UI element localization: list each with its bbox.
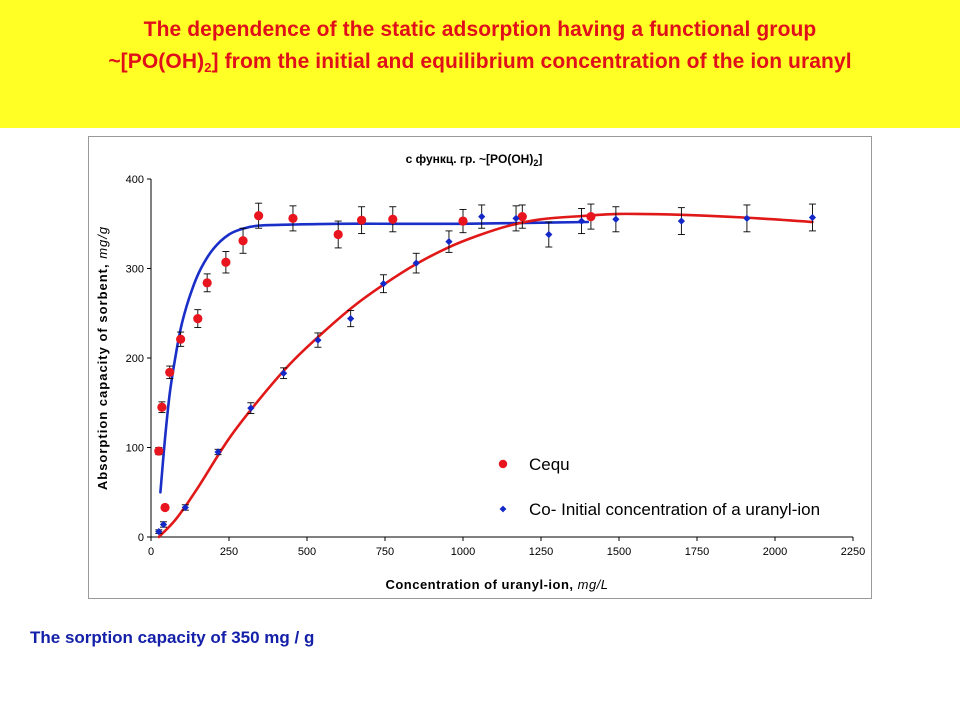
data-points — [154, 211, 817, 536]
data-point-cequ — [333, 229, 343, 240]
x-tick-label: 1750 — [685, 546, 709, 558]
chart-title-main: с функц. гр. ~[PO(OH) — [406, 152, 534, 166]
y-axis-label-unit: mg/g — [95, 226, 110, 259]
x-tick-label: 2250 — [841, 546, 865, 558]
legend-label: Cequ — [529, 455, 570, 474]
title-formula-prefix: ~[PO(OH) — [108, 50, 205, 73]
data-point-cequ — [202, 278, 212, 288]
chart-title: с функц. гр. ~[PO(OH)2] — [406, 152, 543, 168]
y-tick-label: 100 — [126, 443, 144, 455]
x-tick-label: 750 — [376, 546, 394, 558]
data-point-co — [445, 238, 453, 246]
data-point-cequ — [458, 216, 468, 226]
x-tick-label: 0 — [148, 546, 154, 558]
data-point-co — [612, 215, 620, 223]
data-point-cequ — [254, 211, 264, 221]
data-point-cequ — [388, 214, 398, 224]
data-point-co — [159, 520, 168, 529]
chart-title-end: ] — [538, 152, 542, 166]
axis-labels: Concentration of uranyl-ion, mg/L Absorpt… — [95, 226, 608, 592]
sorption-capacity-caption: The sorption capacity of 350 mg / g — [30, 628, 315, 647]
data-point-cequ — [357, 215, 367, 225]
x-tick-label: 1500 — [607, 546, 631, 558]
chart-title-text: с функц. гр. ~[PO(OH)2] — [406, 152, 543, 168]
data-point-co — [577, 217, 586, 225]
x-tick-label: 1250 — [529, 546, 553, 558]
legend-marker-co — [499, 505, 507, 513]
y-tick-label: 0 — [138, 532, 144, 544]
y-tick-label: 400 — [126, 174, 144, 186]
title-banner: The dependence of the static adsorption … — [0, 0, 960, 128]
data-point-cequ — [517, 211, 527, 222]
y-tick-label: 200 — [126, 353, 144, 365]
fit-curves — [157, 212, 814, 539]
x-axis-label-text: Concentration of uranyl-ion, — [385, 577, 577, 592]
tick-labels: 0 250 500 750 1000 1250 1500 1750 2000 2250 0 100 20… — [126, 174, 866, 558]
y-axis-label-text: Absorption capacity of sorbent, — [95, 259, 110, 490]
data-point-cequ — [586, 211, 596, 222]
data-point-co — [314, 336, 322, 344]
data-point-co — [512, 214, 520, 222]
data-point-co — [280, 369, 288, 377]
data-point-cequ — [165, 367, 175, 377]
data-point-co — [677, 217, 685, 225]
x-tick-label: 500 — [298, 546, 316, 558]
data-point-cequ — [176, 334, 186, 344]
title-line-2-rest: ] from the initial and equilibrium conce… — [211, 50, 852, 73]
legend-label: Co- Initial concentration of a uranyl-io… — [529, 500, 820, 519]
chart-axes — [147, 178, 854, 541]
data-point-co — [181, 503, 189, 512]
data-point-co — [808, 213, 817, 222]
data-point-co — [545, 230, 553, 239]
fit-curve — [159, 220, 590, 494]
data-point-co — [155, 528, 163, 536]
data-point-co — [743, 214, 751, 222]
slide-title-line-2: ~[PO(OH)2] from the initial and equilibr… — [0, 50, 960, 75]
data-point-cequ — [160, 502, 170, 513]
y-axis-label: Absorption capacity of sorbent, mg/g — [95, 226, 110, 490]
adsorption-chart: с функц. гр. ~[PO(OH)2] 0 250 500 750 1000 12… — [95, 152, 866, 592]
x-axis-label-unit: mg/L — [578, 577, 609, 592]
fit-curve — [157, 212, 814, 539]
legend-marker-cequ — [498, 459, 508, 469]
title-formula-subscript: 2 — [204, 60, 212, 75]
data-point-cequ — [193, 314, 203, 324]
data-point-cequ — [157, 402, 167, 412]
data-point-co — [412, 259, 420, 267]
chart-title-subscript: 2 — [533, 158, 538, 168]
x-tick-label: 250 — [220, 546, 238, 558]
chart-legend: Cequ Co- Initial concentration of a urany… — [498, 455, 820, 519]
slide-title-line-1: The dependence of the static adsorption … — [143, 18, 817, 41]
data-point-co — [478, 212, 486, 221]
x-tick-label: 1000 — [451, 546, 475, 558]
error-bars — [155, 202, 816, 534]
data-point-co — [214, 448, 222, 456]
data-point-cequ — [288, 213, 298, 223]
data-point-co — [247, 404, 255, 412]
data-point-cequ — [154, 446, 164, 456]
data-point-co — [347, 315, 355, 323]
x-tick-label: 2000 — [763, 546, 787, 558]
data-point-cequ — [221, 257, 231, 267]
y-tick-label: 300 — [126, 264, 144, 276]
data-point-cequ — [238, 236, 248, 246]
chart-frame: с функц. гр. ~[PO(OH)2] 0 250 500 750 1000 12… — [88, 136, 872, 599]
x-axis-label: Concentration of uranyl-ion, mg/L — [385, 577, 608, 592]
